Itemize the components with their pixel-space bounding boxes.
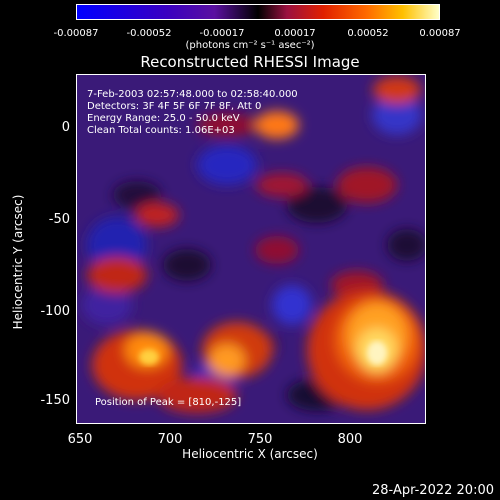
x-tick-label: 800 (337, 432, 363, 447)
colorbar-tick: -0.00017 (199, 28, 245, 39)
image-title: Reconstructed RHESSI Image (140, 53, 360, 71)
clean-counts-text: Clean Total counts: 1.06E+03 (87, 125, 235, 136)
detectors-text: Detectors: 3F 4F 5F 6F 7F 8F, Att 0 (87, 101, 262, 112)
x-axis-label: Heliocentric X (arcsec) (182, 447, 318, 461)
y-tick-label: -150 (40, 393, 70, 408)
time-range-text: 7-Feb-2003 02:57:48.000 to 02:58:40.000 (87, 89, 298, 100)
rhessi-image: 7-Feb-2003 02:57:48.000 to 02:58:40.000 … (76, 74, 426, 424)
x-tick-label: 700 (157, 432, 183, 447)
y-tick-label: 0 (61, 120, 70, 135)
y-tick-label: -50 (48, 212, 70, 227)
colorbar-tick: 0.00017 (274, 28, 316, 39)
x-tick-label: 650 (67, 432, 93, 447)
generation-timestamp: 28-Apr-2022 20:00 (372, 483, 494, 498)
x-tick-label: 750 (247, 432, 273, 447)
colorbar-tick: -0.00087 (53, 28, 99, 39)
colorbar (76, 4, 440, 20)
colorbar-tick: 0.00087 (419, 28, 461, 39)
peak-position-text: Position of Peak = [810,-125] (95, 397, 242, 408)
y-axis-label: Heliocentric Y (arcsec) (11, 194, 25, 330)
colorbar-unit: (photons cm⁻² s⁻¹ asec⁻²) (185, 40, 315, 51)
y-tick-label: -100 (40, 304, 70, 319)
colorbar-tick: 0.00052 (347, 28, 389, 39)
energy-range-text: Energy Range: 25.0 - 50.0 keV (87, 113, 240, 124)
colorbar-tick: -0.00052 (126, 28, 172, 39)
